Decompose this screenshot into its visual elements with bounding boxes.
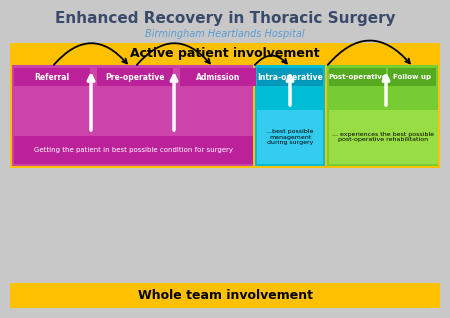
Bar bbox=[257, 68, 323, 86]
Bar bbox=[255, 65, 325, 166]
Text: Whole team involvement: Whole team involvement bbox=[138, 289, 312, 302]
Bar bbox=[329, 68, 386, 86]
Text: Pre-operative: Pre-operative bbox=[105, 73, 165, 81]
Text: Post-operative: Post-operative bbox=[328, 74, 387, 80]
Bar bbox=[97, 68, 173, 86]
Bar bbox=[14, 68, 90, 86]
Bar bbox=[10, 43, 440, 63]
Text: ...best possible
management
during surgery: ...best possible management during surge… bbox=[266, 129, 314, 145]
Bar bbox=[257, 110, 323, 164]
Text: Intra-operative: Intra-operative bbox=[257, 73, 323, 81]
Text: ... experiences the best possible
post-operative rehabilitation: ... experiences the best possible post-o… bbox=[332, 132, 434, 142]
Bar bbox=[388, 68, 436, 86]
Text: Admission: Admission bbox=[196, 73, 240, 81]
Text: Getting the patient in best possible condition for surgery: Getting the patient in best possible con… bbox=[33, 147, 233, 153]
Bar bbox=[327, 65, 438, 166]
Bar bbox=[10, 283, 440, 308]
Text: Birmingham Heartlands Hospital: Birmingham Heartlands Hospital bbox=[145, 29, 305, 39]
Bar bbox=[180, 68, 256, 86]
Bar bbox=[12, 65, 253, 166]
Text: Active patient involvement: Active patient involvement bbox=[130, 46, 320, 59]
Text: Enhanced Recovery in Thoracic Surgery: Enhanced Recovery in Thoracic Surgery bbox=[55, 10, 395, 25]
Text: Follow up: Follow up bbox=[393, 74, 431, 80]
Text: Referral: Referral bbox=[35, 73, 70, 81]
Bar bbox=[329, 110, 438, 164]
Bar bbox=[14, 136, 253, 164]
Bar bbox=[10, 63, 440, 168]
